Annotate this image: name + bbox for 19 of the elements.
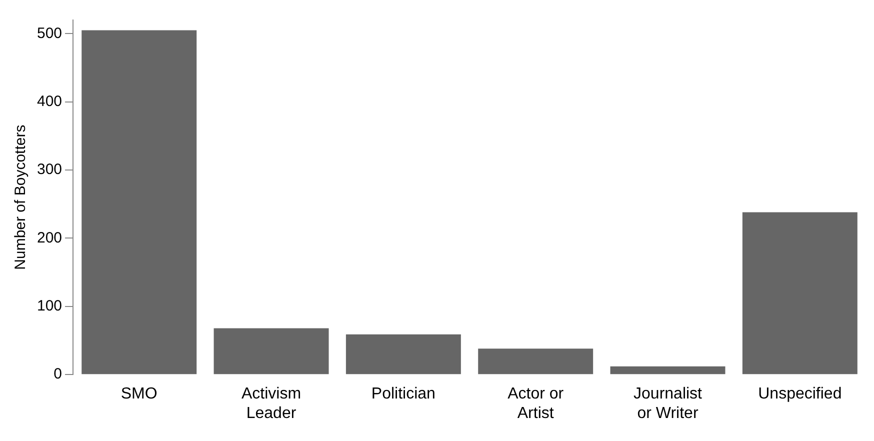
- bar: [610, 366, 726, 374]
- x-tick-label: SMO: [120, 386, 158, 403]
- y-tick-label: 500: [36, 24, 62, 42]
- bar: [214, 328, 329, 374]
- x-tick-label: Unspecified: [758, 386, 842, 403]
- x-tick-label: Activism Leader: [241, 386, 302, 422]
- bar: [478, 348, 594, 374]
- x-tick-label: Politician: [371, 386, 436, 403]
- y-tick-label: 100: [36, 298, 62, 315]
- y-tick-label: 300: [36, 161, 62, 178]
- bar: [346, 334, 461, 374]
- x-tick-label: Actor or Artist: [508, 386, 564, 422]
- bar: [82, 30, 197, 374]
- y-axis-title: Number of Boycotters: [12, 124, 30, 270]
- bar: [742, 212, 858, 374]
- y-tick-label: 400: [36, 92, 62, 110]
- y-tick-label: 0: [54, 366, 62, 383]
- y-tick-label: 200: [36, 229, 62, 246]
- x-tick-label: Journalist or Writer: [634, 386, 703, 422]
